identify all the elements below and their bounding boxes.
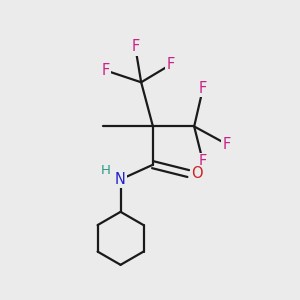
Text: N: N [115,172,126,187]
Text: F: F [167,57,175,72]
Text: F: F [131,39,140,54]
Text: F: F [102,63,110,78]
Text: H: H [100,164,110,176]
Text: O: O [191,166,202,181]
Text: F: F [199,154,207,169]
Text: F: F [222,136,231,152]
Text: F: F [199,81,207,96]
